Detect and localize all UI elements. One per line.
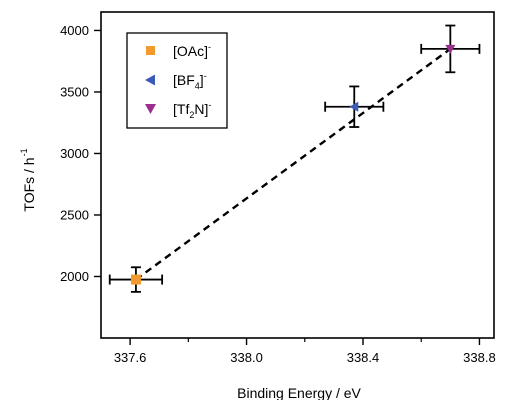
data-point-marker [445,44,456,54]
legend-item-oac: [OAc]- [146,42,211,59]
legend-marker-square [146,46,155,55]
legend-subscript-bf4: 4 [195,81,200,91]
data-point-group [108,266,164,293]
fit-line [135,47,452,281]
axis-ticks-layer: 337.6 338.0 338.4 338.8 2000 2500 3000 3500 4000 [60,23,496,365]
data-point-group [324,85,385,128]
plot-frame [100,11,495,339]
y-tick-label: 3000 [60,146,89,161]
y-tick-label: 2000 [60,269,89,284]
data-point-marker [349,101,359,112]
y-axis-label: TOFs / h-1 [19,148,37,211]
y-axis-label-text: TOFs / h [21,157,37,211]
svg-text:[Tf2N]-: [Tf2N]- [173,100,211,120]
legend-label-oac: [OAc] [173,43,208,59]
legend-superscript-tf2n: - [208,100,211,110]
legend-superscript-oac: - [208,42,211,52]
y-tick-label: 4000 [60,23,89,38]
y-axis-label-superscript: -1 [19,148,29,156]
y-tick-label: 2500 [60,207,89,222]
legend-marker-triangle-down [145,104,156,114]
x-tick-label: 338.4 [347,350,380,365]
x-tick-label: 338.8 [463,350,496,365]
legend-item-bf4: [BF4]- [145,71,207,91]
x-tick-label: 337.6 [114,350,147,365]
legend-marker-triangle-left [145,74,155,86]
data-point-marker [130,274,141,285]
data-point-group [420,24,481,74]
fit-line-layer [135,47,452,281]
legend-label-bf4: [BF [173,72,195,88]
legend-box [126,32,228,129]
y-tick-label: 3500 [60,84,89,99]
svg-text:[OAc]-: [OAc]- [173,42,211,59]
svg-text:[BF4]-: [BF4]- [173,71,207,91]
x-tick-label: 338.0 [230,350,263,365]
x-axis-label: Binding Energy / eV [237,385,361,400]
legend: [OAc]- [BF4]- [Tf2N]- [126,32,228,129]
legend-superscript-bf4: - [204,71,207,81]
legend-item-tf2n: [Tf2N]- [145,100,211,120]
legend-subscript-tf2n: 2 [189,110,194,120]
legend-label-tf2n: [Tf [173,101,189,117]
data-points-layer [108,24,481,293]
